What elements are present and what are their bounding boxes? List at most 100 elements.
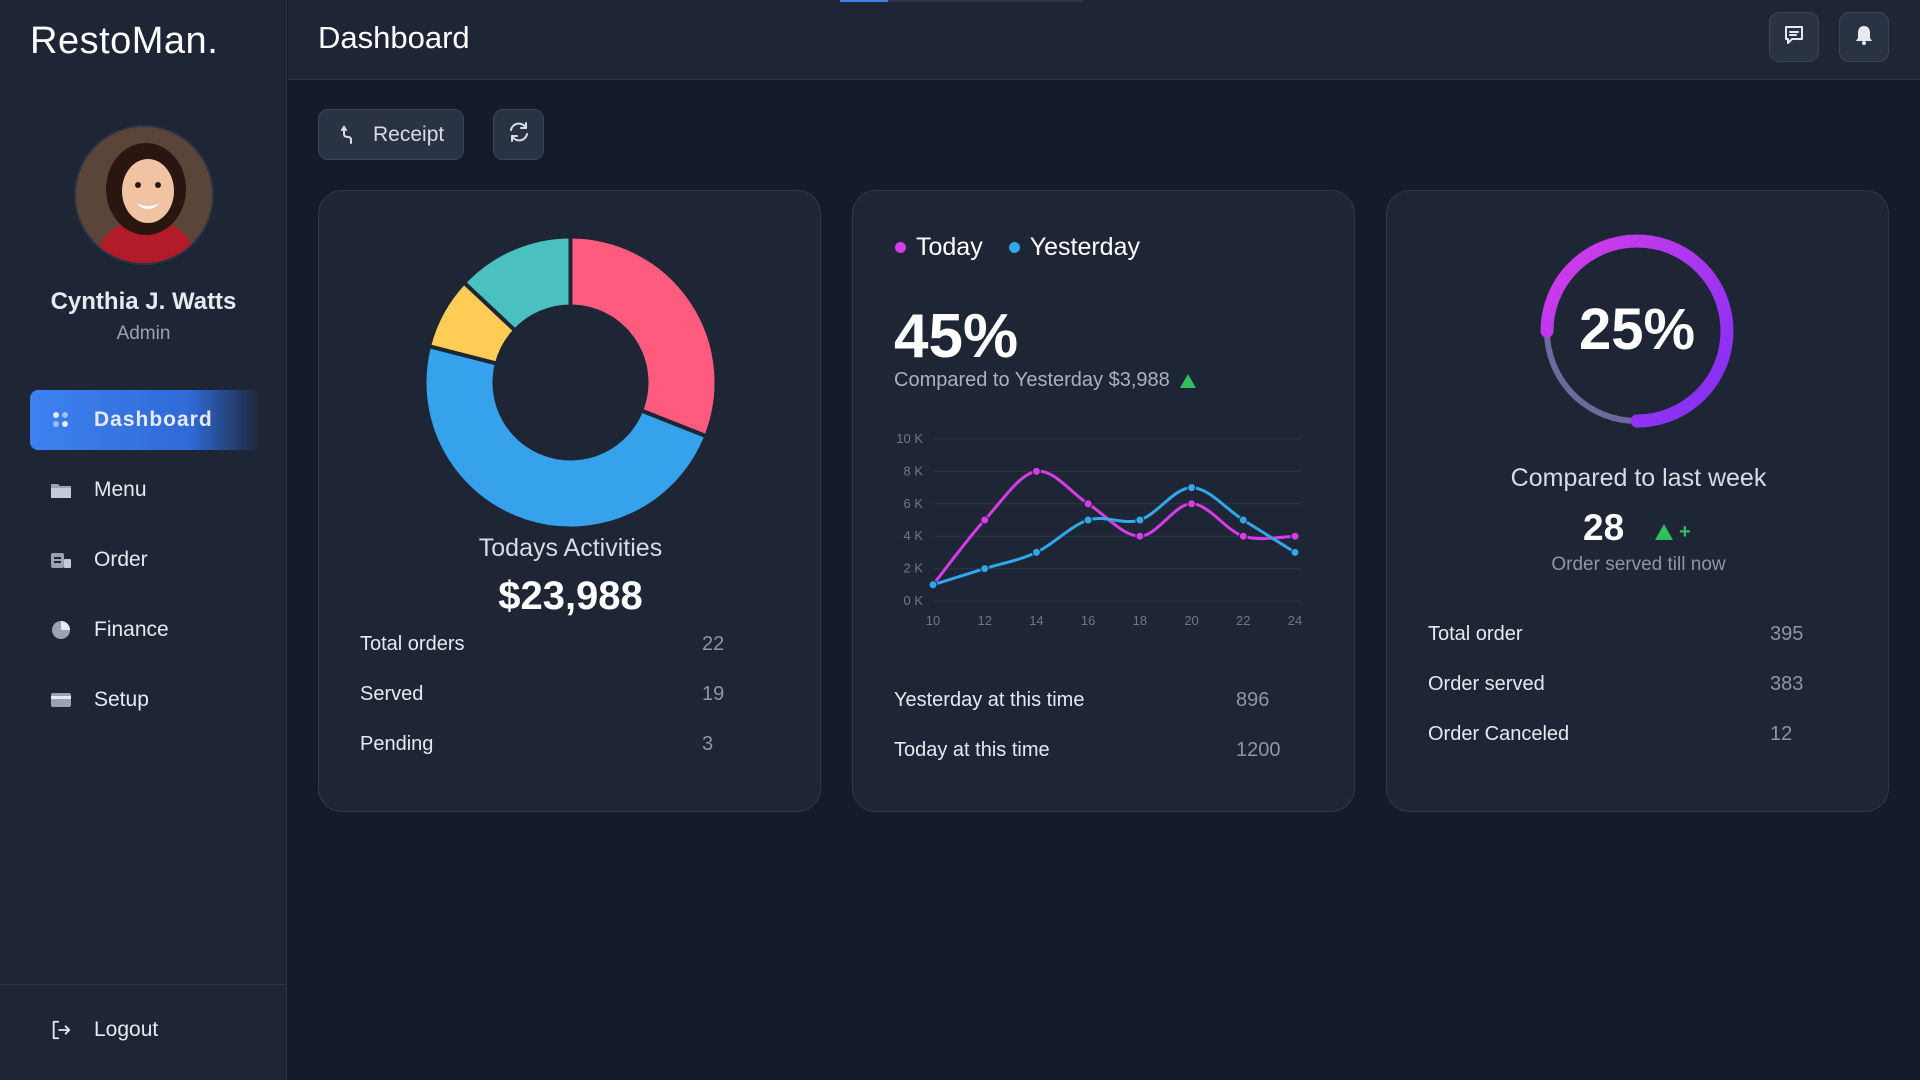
stat-value: 19 (702, 683, 725, 705)
header-tab-indicator (840, 0, 888, 2)
served-number: 28 (1583, 507, 1625, 548)
logout-icon (50, 1019, 72, 1041)
sidebar-nav: Dashboard Menu Order Finance Setup (30, 390, 260, 740)
line-chart: 0 K 2 K 4 K 6 K 8 K 10 K 10 12 14 16 18 20 22 24 (896, 431, 1302, 628)
data-point-today (1238, 531, 1248, 541)
stat-label: Yesterday at this time (894, 689, 1085, 711)
stat-row: Order Canceled 12 (1428, 723, 1792, 746)
progress-ring-fill (1540, 234, 1734, 428)
data-point-today (1290, 531, 1300, 541)
stat-value: 22 (702, 633, 725, 655)
legend-label: Today (916, 233, 983, 261)
data-point-yesterday (980, 564, 990, 574)
sidebar-item-label: Finance (94, 618, 169, 641)
user-name: Cynthia J. Watts (50, 288, 237, 315)
legend-yesterday: Yesterday (1008, 233, 1140, 262)
activities-donut-chart (422, 234, 719, 531)
stat-row: Served 19 (360, 683, 724, 706)
data-point-today (1187, 499, 1197, 509)
donut-slice-blue (422, 343, 709, 531)
stat-label: Today at this time (894, 739, 1050, 761)
x-tick-label: 12 (977, 613, 991, 628)
series-line-yesterday (932, 486, 1296, 587)
donut-slice-teal (461, 234, 573, 334)
x-tick-label: 10 (926, 613, 940, 628)
comparison-text: Compared to Yesterday $3,988 (894, 369, 1170, 391)
notifications-button[interactable] (1839, 12, 1889, 62)
data-point-yesterday (928, 580, 938, 590)
x-tick-label: 24 (1288, 613, 1302, 628)
comparison-card: Today Yesterday 45% Compared to Yesterda… (852, 190, 1355, 812)
card-icon (50, 689, 72, 711)
stat-row: Total orders 22 (360, 633, 724, 656)
stat-row: Total order 395 (1428, 623, 1803, 646)
legend-label: Yesterday (1029, 233, 1140, 261)
served-plus: + (1679, 521, 1691, 543)
sidebar-item-label: Dashboard (94, 408, 213, 431)
sidebar-divider (0, 984, 287, 985)
page-title: Dashboard (318, 20, 470, 55)
y-tick-label: 10 K (896, 431, 923, 446)
progress-ring (1540, 234, 1734, 428)
data-point-yesterday (1290, 547, 1300, 557)
sidebar-item-label: Setup (94, 688, 149, 711)
sidebar-item-label: Order (94, 548, 148, 571)
stat-label: Order served (1428, 673, 1545, 695)
stat-label: Total orders (360, 633, 465, 655)
activities-card: Todays Activities $23,988 Total orders 2… (318, 190, 821, 812)
served-caption: Order served till now (1551, 554, 1726, 575)
stat-label: Served (360, 683, 424, 705)
x-tick-label: 18 (1133, 613, 1147, 628)
refresh-button[interactable] (493, 109, 544, 160)
legend-today: Today (895, 233, 983, 262)
sidebar-item-finance[interactable]: Finance (30, 600, 260, 660)
sidebar-item-setup[interactable]: Setup (30, 670, 260, 730)
weekly-percent: 25% (1578, 297, 1696, 362)
stat-row: Yesterday at this time 896 (894, 689, 1269, 712)
stat-label: Order Canceled (1428, 723, 1570, 745)
data-point-yesterday (1238, 515, 1248, 525)
menu-folder-icon (50, 479, 72, 501)
y-tick-label: 4 K (903, 528, 923, 543)
sidebar-item-menu[interactable]: Menu (30, 460, 260, 520)
pie-chart-icon (50, 619, 72, 641)
y-tick-label: 8 K (903, 463, 923, 478)
messages-button[interactable] (1769, 12, 1819, 62)
user-role: Admin (116, 323, 171, 344)
stat-value: 1200 (1236, 739, 1281, 761)
receipt-icon (339, 124, 355, 145)
legend-dot (1008, 242, 1020, 253)
legend-dot (895, 242, 906, 253)
receipt-label: Receipt (373, 122, 445, 146)
donut-slice-pink (568, 234, 719, 439)
data-point-today (1083, 499, 1093, 509)
data-point-yesterday (1135, 515, 1145, 525)
y-tick-label: 0 K (903, 593, 923, 608)
sidebar-item-order[interactable]: Order (30, 530, 260, 590)
stat-row: Today at this time 1200 (894, 739, 1281, 762)
header-tab-track (888, 0, 1083, 2)
comparison-percent: 45% (894, 302, 1019, 371)
logout-button[interactable]: Logout (50, 1018, 158, 1042)
stat-row: Order served 383 (1428, 673, 1803, 696)
y-tick-label: 2 K (903, 561, 923, 576)
stat-row: Pending 3 (360, 733, 713, 756)
dashboard-icon (50, 409, 72, 431)
stat-value: 383 (1770, 673, 1804, 695)
stat-label: Total order (1428, 623, 1523, 645)
data-point-yesterday (1031, 547, 1041, 557)
weekly-card: 25% Compared to last week 28 + Order ser… (1386, 190, 1889, 812)
receipt-button[interactable]: Receipt (318, 109, 464, 160)
chart-legend: Today Yesterday (895, 233, 1166, 262)
sidebar-item-dashboard[interactable]: Dashboard (30, 390, 260, 450)
trend-up-icon (1655, 524, 1673, 540)
logout-label: Logout (94, 1018, 159, 1041)
stat-value: 896 (1236, 689, 1270, 711)
stat-value: 395 (1770, 623, 1804, 645)
data-point-today (980, 515, 990, 525)
data-point-yesterday (1187, 483, 1197, 493)
data-point-today (1135, 531, 1145, 541)
order-icon (50, 549, 72, 571)
avatar (74, 125, 214, 265)
x-tick-label: 16 (1081, 613, 1095, 628)
